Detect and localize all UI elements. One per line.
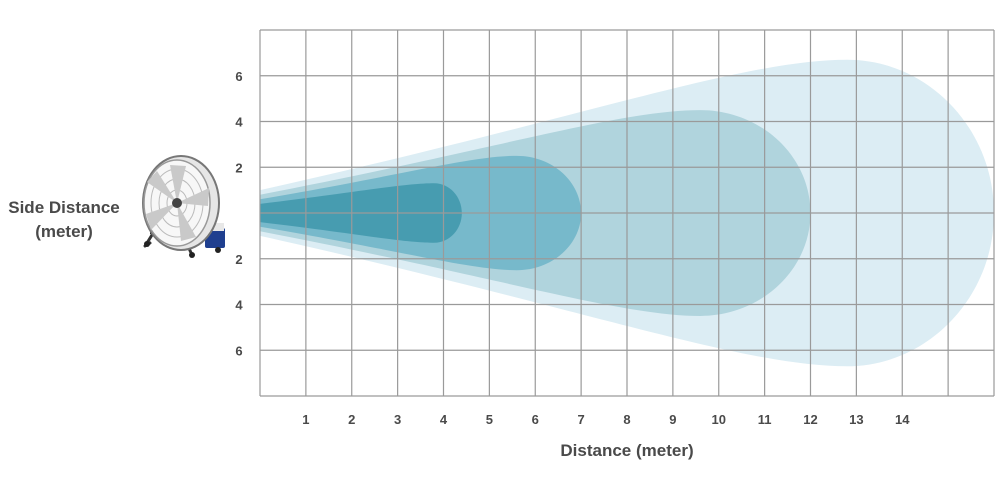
y-tick-label: 4 [235, 298, 243, 313]
x-tick-label: 2 [348, 412, 355, 427]
x-tick-label: 14 [895, 412, 910, 427]
y-axis-title-line-2: (meter) [35, 222, 93, 241]
x-axis-title: Distance (meter) [560, 441, 693, 460]
x-tick-label: 9 [669, 412, 676, 427]
x-tick-label: 3 [394, 412, 401, 427]
chart-grid [259, 29, 995, 397]
y-tick-labels: 6 4 2 2 4 6 [235, 69, 243, 359]
y-tick-label: 6 [235, 69, 242, 84]
y-tick-label: 6 [235, 343, 242, 358]
x-tick-label: 1 [302, 412, 309, 427]
y-tick-label: 2 [235, 252, 242, 267]
x-tick-label: 5 [486, 412, 493, 427]
x-tick-label: 13 [849, 412, 863, 427]
x-tick-label: 10 [712, 412, 726, 427]
y-axis-title-line-1: Side Distance [8, 198, 120, 217]
x-tick-labels: 1 2 3 4 5 6 7 8 9 10 11 12 13 14 [302, 412, 910, 427]
x-tick-label: 12 [803, 412, 817, 427]
x-tick-label: 11 [758, 412, 772, 427]
y-tick-label: 2 [235, 160, 242, 175]
x-tick-label: 7 [578, 412, 585, 427]
x-tick-label: 4 [440, 412, 448, 427]
x-tick-label: 8 [623, 412, 630, 427]
y-tick-label: 4 [235, 115, 243, 130]
fan-icon [142, 155, 225, 258]
x-tick-label: 6 [532, 412, 539, 427]
